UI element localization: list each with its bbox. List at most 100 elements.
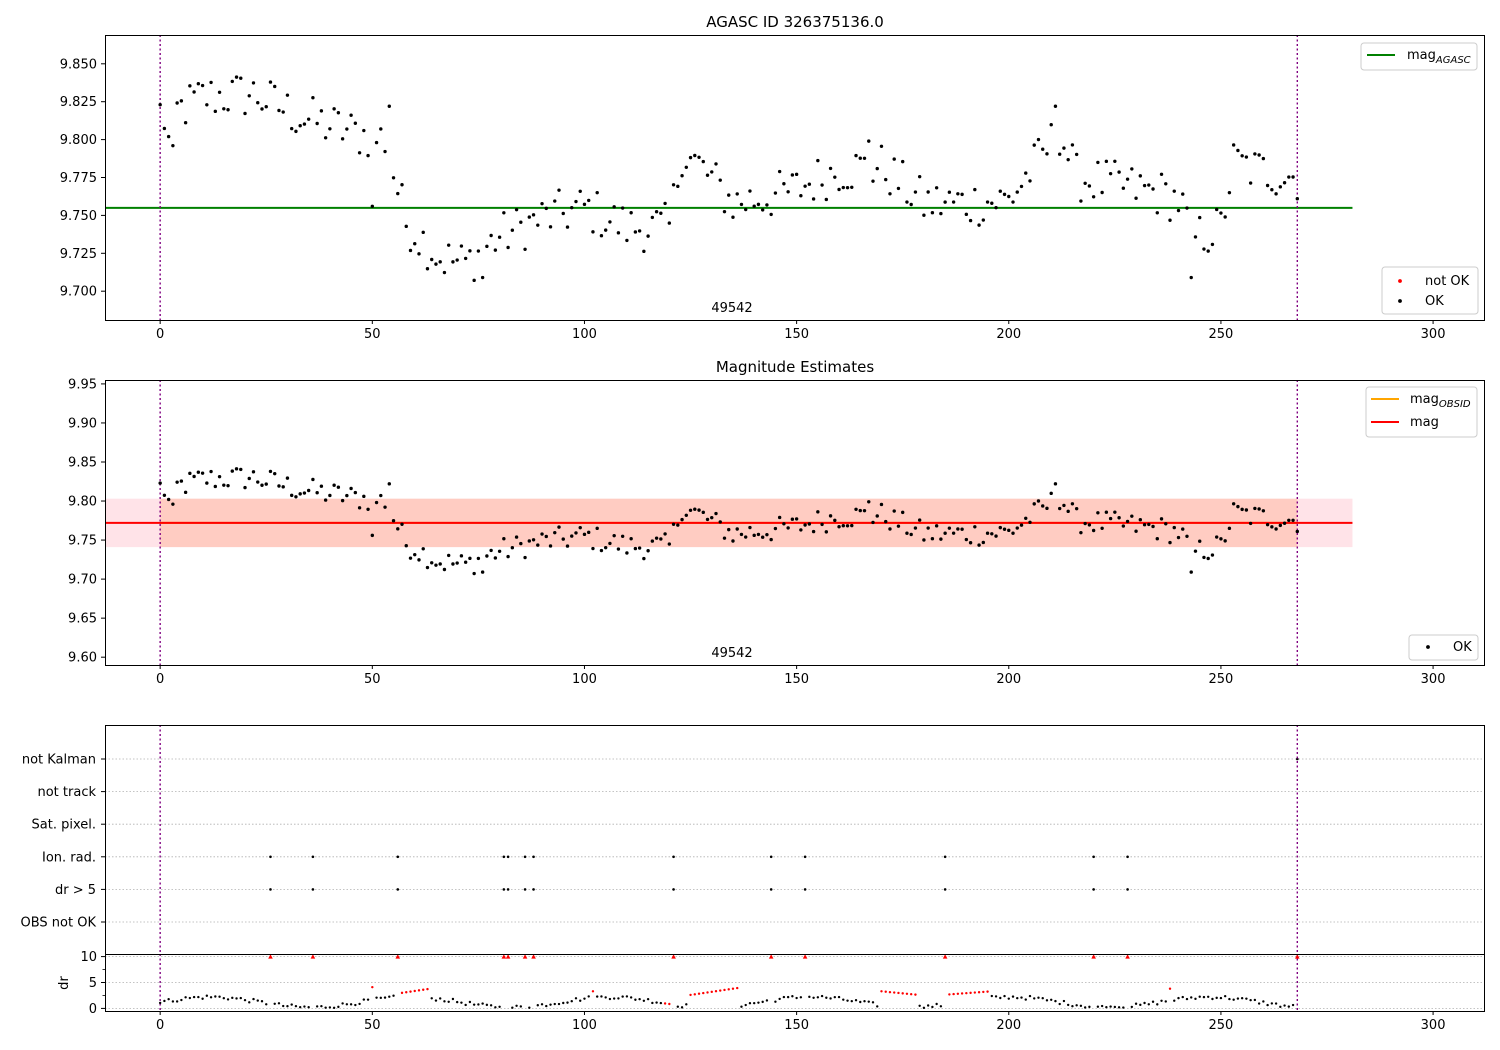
dr-ok-point <box>833 995 837 999</box>
estimates-ok-point <box>748 525 752 530</box>
estimates-ok-point <box>1181 527 1185 531</box>
dr-ok-point <box>1240 996 1244 1000</box>
estimates-ok-point <box>968 541 973 545</box>
flag-point <box>769 855 773 859</box>
estimates-ok-point <box>340 498 345 503</box>
estimates-ok-point <box>463 560 468 564</box>
dr-ok-point <box>685 1003 688 1006</box>
dr-ok-point <box>842 998 845 1001</box>
estimates-ok-point <box>1270 525 1274 529</box>
flag-point <box>803 888 807 891</box>
dr-ok-point <box>536 1004 539 1007</box>
agasc-y-tick-label: 9.775 <box>60 171 97 186</box>
dr-ok-point <box>1287 1005 1291 1008</box>
dr-ok-point <box>375 996 378 999</box>
agasc-ok-point <box>294 129 298 134</box>
flag-row-label: dr > 5 <box>55 883 96 898</box>
estimates-ok-point <box>1032 502 1036 506</box>
estimates-ok-point <box>930 536 935 541</box>
dr-ok-point <box>1151 1000 1155 1003</box>
estimates-x-tick-label: 300 <box>1421 672 1446 687</box>
estimates-ok-point <box>769 537 773 542</box>
dr-ok-point <box>876 1005 879 1008</box>
dr-not-ok-point <box>914 993 917 996</box>
estimates-ok-point <box>349 486 353 491</box>
dr-panel: 0 50 100 150 200 250 300 0 5 10 dr <box>57 950 1485 1033</box>
estimates-ok-point <box>739 532 744 537</box>
agasc-ok-point <box>884 177 888 182</box>
dr-ok-point <box>999 996 1002 1000</box>
agasc-ok-point <box>264 105 268 109</box>
dr-ok-point <box>1130 1005 1134 1009</box>
agasc-ok-point <box>523 247 527 251</box>
agasc-ok-point <box>425 267 430 271</box>
estimates-ok-point <box>251 470 256 474</box>
agasc-ok-point <box>497 235 502 239</box>
agasc-ok-point <box>650 215 655 220</box>
agasc-ok-point <box>608 220 612 224</box>
agasc-ok-point <box>379 127 383 131</box>
agasc-plot-frame <box>105 35 1485 321</box>
estimates-ok-point <box>289 493 294 498</box>
estimates-ok-point <box>446 553 451 558</box>
dr-clipped-marker <box>268 954 273 959</box>
estimates-ok-point <box>540 532 544 536</box>
dr-ok-point <box>808 995 811 999</box>
estimates-ok-point <box>879 502 884 507</box>
agasc-ok-point <box>306 117 311 121</box>
agasc-ok-point <box>1278 185 1283 189</box>
estimates-ok-point <box>951 531 956 535</box>
agasc-ok-point <box>468 249 472 253</box>
estimates-ok-point <box>404 544 408 548</box>
dr-ok-point <box>1181 995 1184 999</box>
estimates-ok-point <box>222 483 226 487</box>
agasc-ok-point <box>1083 181 1087 185</box>
estimates-ok-point <box>1074 506 1079 511</box>
flag-point <box>506 855 510 859</box>
dr-ok-point <box>277 1002 281 1005</box>
dr-ok-point <box>646 997 650 1001</box>
agasc-ok-point <box>565 225 570 229</box>
dr-ok-point <box>562 1001 565 1005</box>
estimates-ok-point <box>905 531 909 535</box>
dr-not-ok-point <box>901 992 904 995</box>
agasc-x-tick-label: 150 <box>784 327 809 342</box>
dr-ok-point <box>566 1001 569 1004</box>
flag-point <box>523 888 527 891</box>
dr-ok-point <box>994 995 998 998</box>
agasc-ok-point <box>663 201 667 206</box>
dr-ok-point <box>455 1000 459 1004</box>
dr-ok-point <box>1079 1004 1083 1008</box>
dr-ok-point <box>799 996 803 999</box>
agasc-ok-point <box>811 197 816 201</box>
estimates-ok-point <box>548 544 553 548</box>
agasc-ok-point <box>900 159 905 164</box>
agasc-ok-point <box>345 127 349 131</box>
agasc-ok-point <box>273 84 277 89</box>
agasc-ok-point <box>591 230 595 234</box>
agasc-ok-point <box>871 179 875 183</box>
estimates-ok-point <box>1011 531 1015 535</box>
agasc-x-tick-label: 250 <box>1209 327 1234 342</box>
estimates-ok-point <box>1219 537 1223 541</box>
agasc-ok-point <box>790 173 795 177</box>
agasc-ok-point <box>166 134 171 139</box>
dr-ok-point <box>1223 994 1227 998</box>
dr-clipped-marker <box>531 954 536 959</box>
agasc-ok-point <box>1019 184 1024 189</box>
dr-ok-point <box>935 1002 938 1006</box>
dr-ok-point <box>1228 997 1231 1001</box>
estimates-ok-point <box>629 537 633 541</box>
dr-not-ok-point <box>409 990 412 993</box>
estimates-ok-point <box>1236 504 1240 509</box>
agasc-ok-point <box>340 137 345 141</box>
dr-ok-point <box>549 1003 552 1006</box>
estimates-ok-point <box>1049 491 1053 496</box>
dr-not-ok-point <box>668 1002 671 1006</box>
dr-ok-point <box>1011 995 1015 998</box>
agasc-ok-point <box>697 155 701 159</box>
estimates-ok-point <box>1087 523 1092 527</box>
estimates-ok-point <box>311 477 315 482</box>
estimates-ok-point <box>777 515 782 520</box>
estimates-ok-point <box>514 535 519 539</box>
